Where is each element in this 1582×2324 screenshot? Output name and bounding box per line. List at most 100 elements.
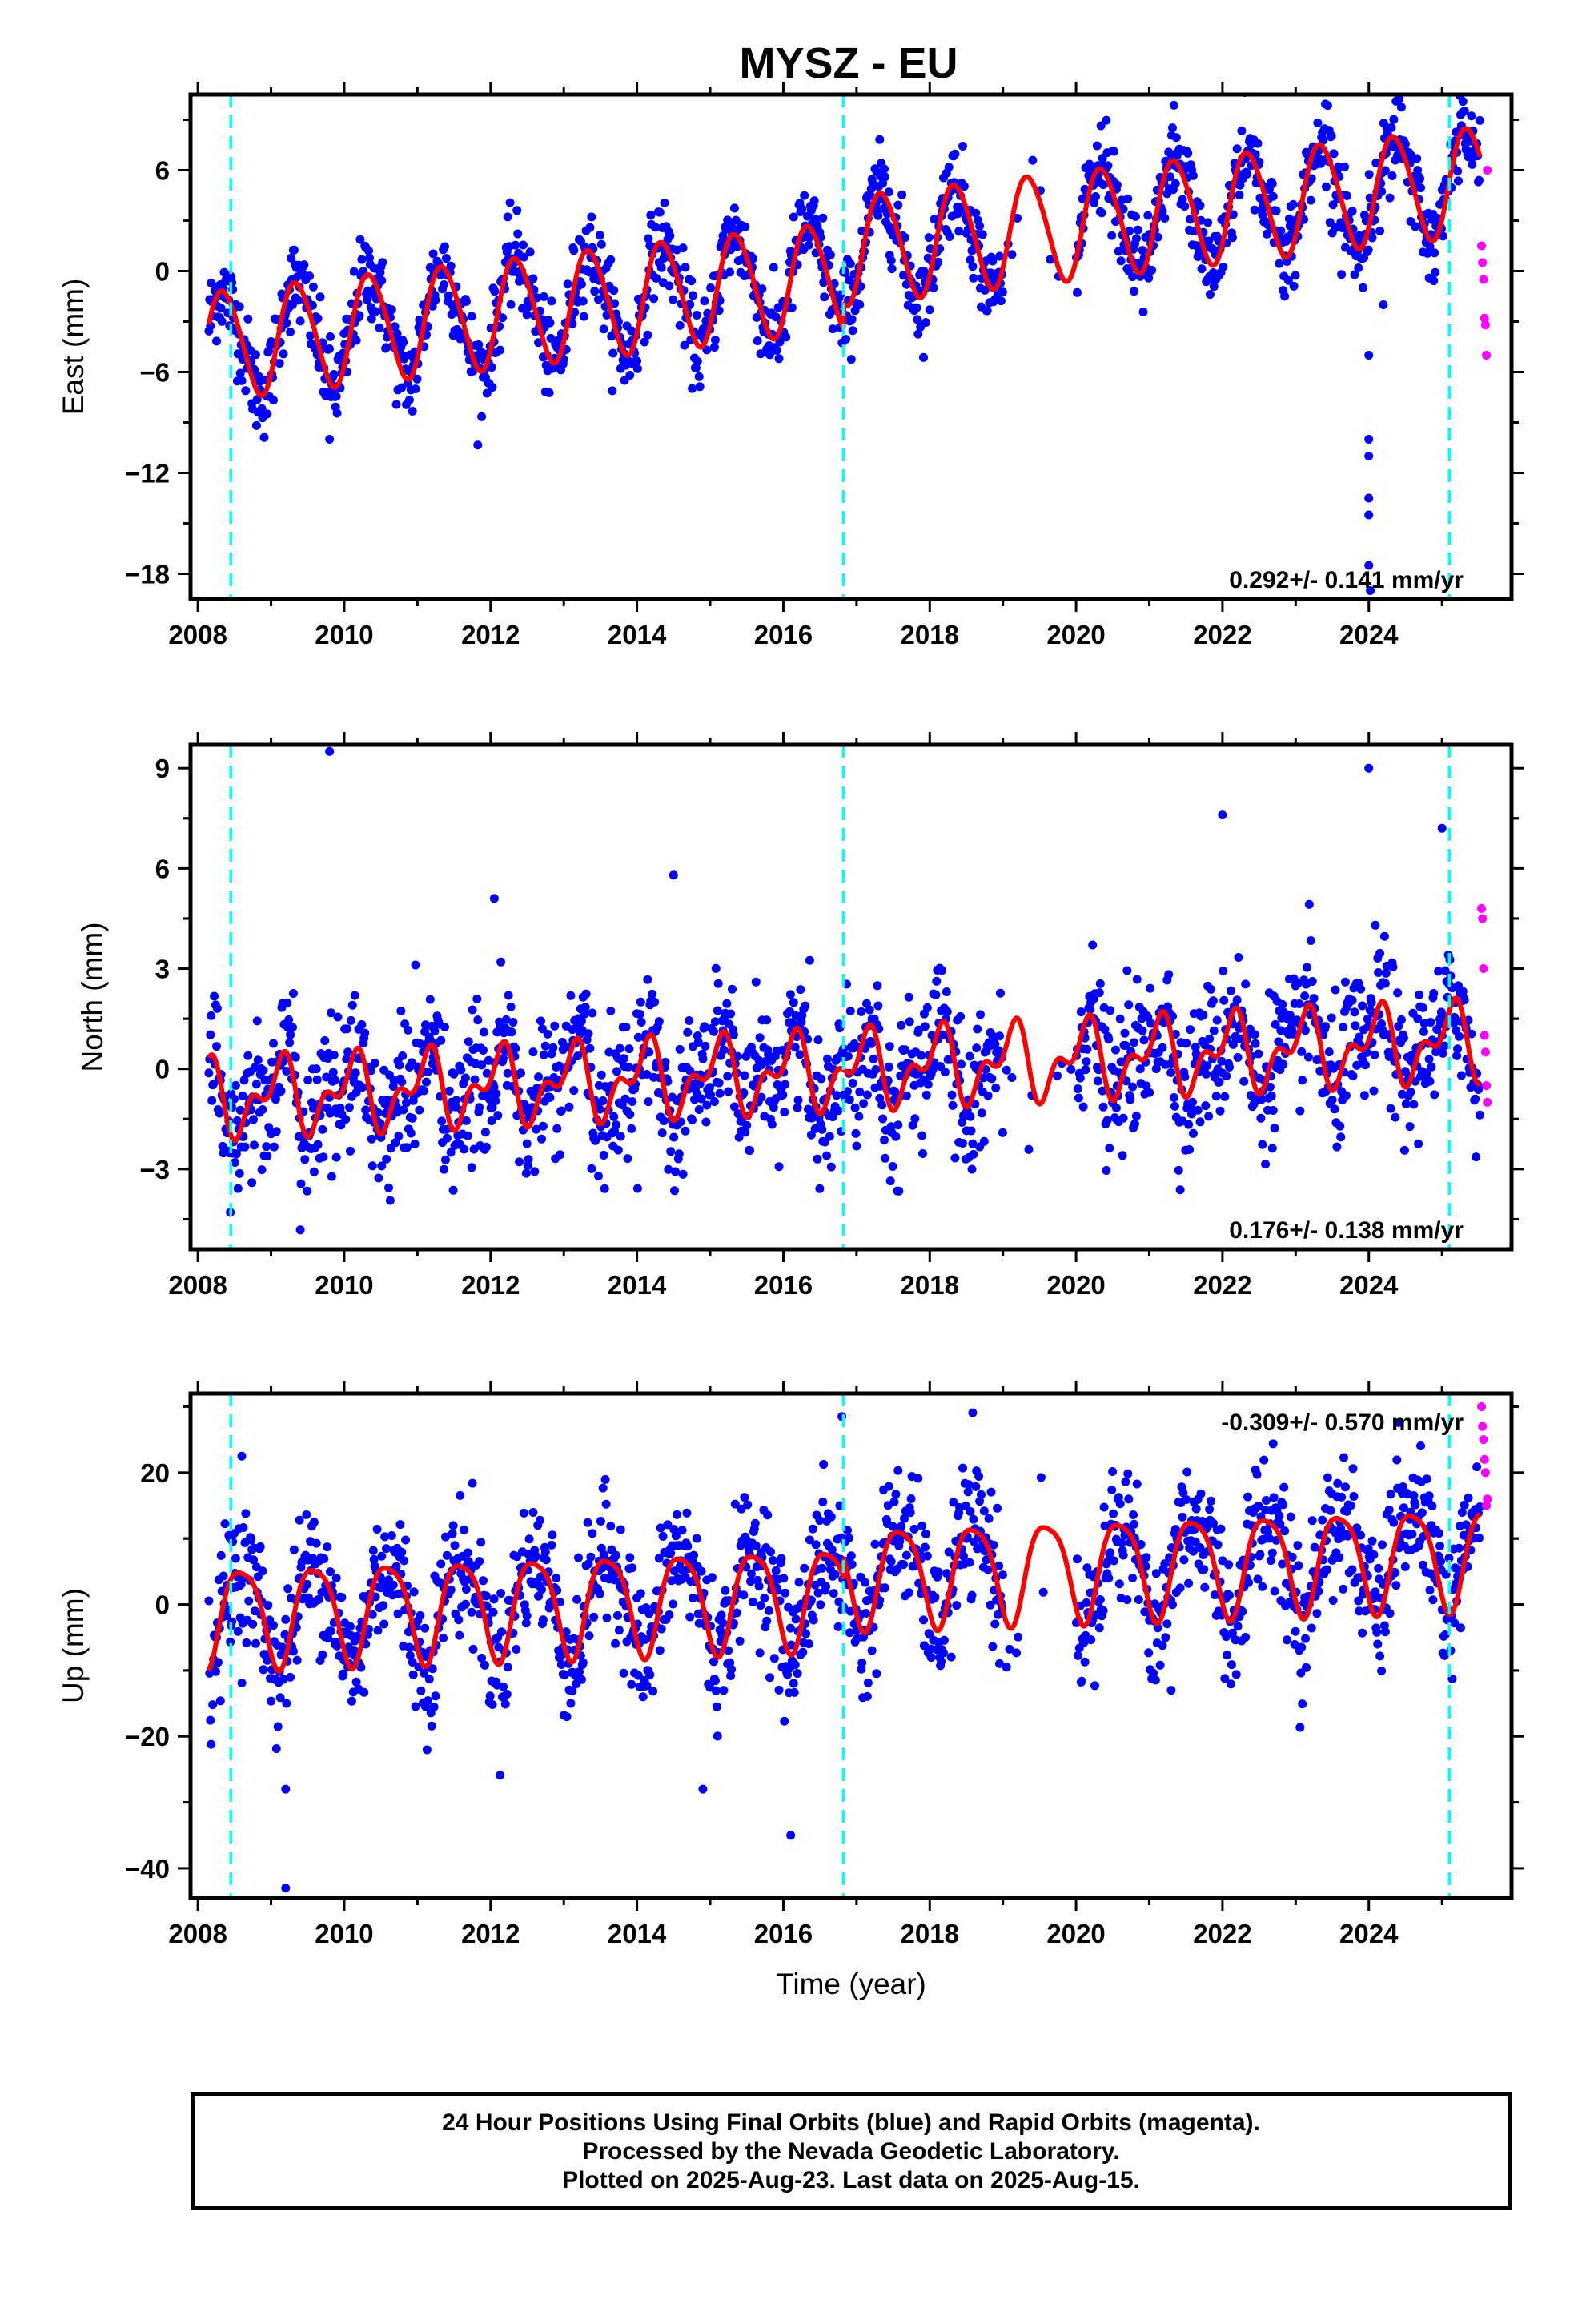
- final-point: [258, 1566, 267, 1576]
- final-point: [1325, 218, 1335, 227]
- final-point: [460, 1073, 470, 1083]
- final-point: [946, 1652, 956, 1662]
- final-point: [346, 1015, 355, 1025]
- final-point: [601, 1499, 611, 1509]
- final-point: [821, 1582, 831, 1591]
- final-point: [1188, 171, 1198, 180]
- final-point: [1174, 1165, 1183, 1175]
- final-point: [808, 1524, 817, 1534]
- plot-frame: [188, 92, 1514, 601]
- final-point: [1088, 940, 1098, 950]
- final-point: [893, 200, 903, 210]
- final-point: [1090, 1681, 1099, 1691]
- final-point: [255, 1542, 265, 1551]
- final-point: [958, 142, 967, 151]
- final-point: [409, 1587, 419, 1597]
- final-point: [1117, 1538, 1126, 1548]
- final-point: [730, 1499, 740, 1509]
- final-point: [785, 990, 795, 999]
- final-point: [269, 1621, 278, 1630]
- final-point: [346, 1146, 355, 1156]
- final-point: [741, 1128, 750, 1137]
- final-point: [251, 1080, 261, 1089]
- final-point: [1342, 191, 1351, 200]
- final-point: [873, 211, 883, 220]
- final-point: [522, 1139, 532, 1148]
- final-point: [655, 1646, 665, 1655]
- final-point: [1219, 966, 1228, 975]
- y-tick-label: −3: [139, 1155, 170, 1184]
- final-point: [1394, 1417, 1403, 1427]
- y-tick-label: −40: [125, 1854, 170, 1884]
- final-point: [1118, 1151, 1127, 1160]
- final-point: [548, 1530, 557, 1540]
- final-point: [543, 1029, 552, 1039]
- final-point: [548, 1043, 558, 1052]
- final-point: [1391, 1581, 1401, 1590]
- final-point: [512, 1645, 521, 1654]
- final-point: [795, 1050, 805, 1059]
- final-point: [1107, 231, 1117, 240]
- velocity-rate-label: 0.292+/- 0.141 mm/yr: [1229, 567, 1464, 593]
- final-point: [1425, 242, 1435, 251]
- final-point: [1395, 94, 1404, 103]
- final-point: [711, 1686, 721, 1695]
- final-point: [452, 1096, 461, 1105]
- final-point: [1439, 1041, 1449, 1051]
- outlier-point: [281, 1784, 291, 1794]
- final-point: [468, 1478, 477, 1488]
- final-point: [1288, 199, 1298, 209]
- final-point: [886, 1557, 896, 1566]
- final-point: [694, 1105, 704, 1114]
- final-point: [832, 1091, 841, 1100]
- final-point: [954, 227, 964, 236]
- final-point: [1285, 221, 1295, 231]
- final-point: [463, 1548, 472, 1558]
- final-point: [1178, 195, 1187, 204]
- final-point: [827, 1545, 837, 1554]
- final-point: [938, 966, 946, 975]
- final-point: [726, 245, 736, 255]
- y-tick-label: 3: [155, 955, 170, 984]
- final-point: [1225, 1063, 1234, 1072]
- final-point: [1094, 988, 1104, 998]
- final-point: [1123, 194, 1133, 203]
- final-point: [590, 287, 600, 296]
- final-point: [996, 296, 1006, 306]
- final-point: [710, 1017, 720, 1027]
- final-point: [813, 1035, 823, 1045]
- final-point: [995, 1031, 1004, 1041]
- final-point: [349, 267, 359, 276]
- final-point: [958, 1463, 967, 1473]
- final-point: [247, 1535, 256, 1545]
- final-point: [235, 368, 245, 378]
- final-point: [211, 1667, 220, 1676]
- final-point: [550, 1021, 560, 1031]
- final-point: [584, 1029, 593, 1039]
- final-point: [1131, 234, 1141, 243]
- velocity-rate-label: 0.176+/- 0.138 mm/yr: [1229, 1217, 1464, 1244]
- final-point: [729, 1030, 738, 1039]
- final-point: [1014, 1632, 1023, 1642]
- final-point: [1155, 1660, 1165, 1670]
- final-point: [1204, 1112, 1214, 1121]
- final-point: [1180, 202, 1190, 211]
- final-point: [871, 1065, 881, 1074]
- final-point: [917, 1522, 927, 1530]
- final-point: [437, 1116, 447, 1126]
- final-point: [848, 326, 857, 336]
- final-point: [806, 1595, 816, 1605]
- final-point: [726, 1671, 736, 1680]
- final-point: [725, 267, 735, 277]
- final-point: [1232, 995, 1242, 1005]
- final-orbit-points: [204, 1408, 1484, 1893]
- final-point: [441, 1532, 450, 1542]
- final-point: [813, 1588, 823, 1598]
- final-point: [448, 1521, 458, 1530]
- outlier-point: [1218, 810, 1227, 820]
- final-point: [768, 1556, 777, 1565]
- final-point: [446, 261, 456, 271]
- final-point: [487, 1116, 496, 1125]
- final-point: [1195, 201, 1205, 211]
- final-point: [422, 1077, 431, 1087]
